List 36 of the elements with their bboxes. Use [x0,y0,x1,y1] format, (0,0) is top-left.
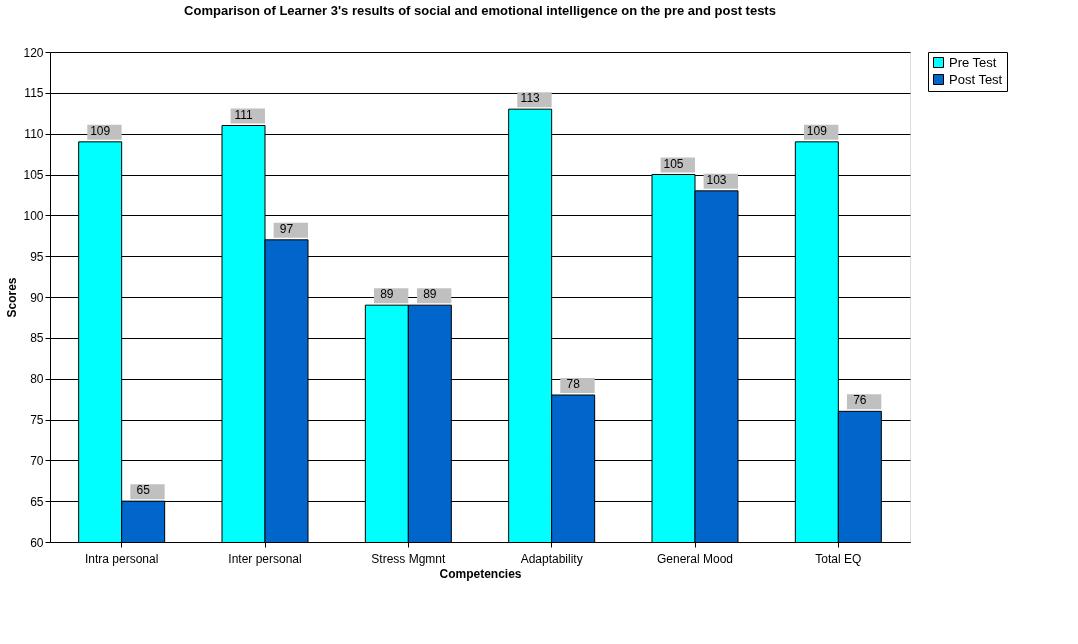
data-label: 65 [136,483,151,498]
y-tick-label: 85 [30,331,44,346]
legend-label: Post Test [949,71,1003,87]
chart-title: Comparison of Learner 3's results of social and emotional intelligence on the pre and post tests [184,3,776,18]
x-tick-label: Adaptability [520,551,583,566]
data-label: 103 [706,172,727,187]
data-label: 97 [279,221,294,236]
x-axis-title: Competencies [439,566,522,581]
data-label: 105 [663,156,684,171]
y-tick-label: 75 [30,413,44,427]
x-tick-label: General Mood [656,551,734,566]
data-label: 111 [234,107,253,122]
x-tick-label: Stress Mgmnt [371,551,447,566]
data-label: 78 [566,377,581,391]
data-label: 76 [853,393,867,408]
y-tick-label: 110 [24,127,44,142]
data-label: 89 [423,287,437,302]
y-tick-label: 120 [23,45,44,60]
y-tick-label: 60 [30,535,44,550]
data-label: 109 [806,123,828,138]
y-tick-label: 105 [23,168,44,182]
x-tick-label: Intra personal [84,551,159,566]
y-tick-label: 115 [24,86,44,101]
data-label: 113 [520,91,541,106]
data-label: 89 [380,287,394,302]
y-tick-label: 90 [30,290,44,305]
y-tick-label: 65 [30,494,44,509]
y-tick-label: 70 [30,453,44,468]
legend-label: Pre Test [949,54,997,70]
y-axis-title: Scores [5,277,20,318]
y-tick-label: 100 [23,208,44,223]
y-tick-label: 80 [30,372,44,387]
x-tick-label: Total EQ [815,551,862,566]
data-label: 109 [90,123,111,138]
y-tick-label: 95 [30,249,44,264]
x-tick-label: Inter personal [228,551,302,566]
